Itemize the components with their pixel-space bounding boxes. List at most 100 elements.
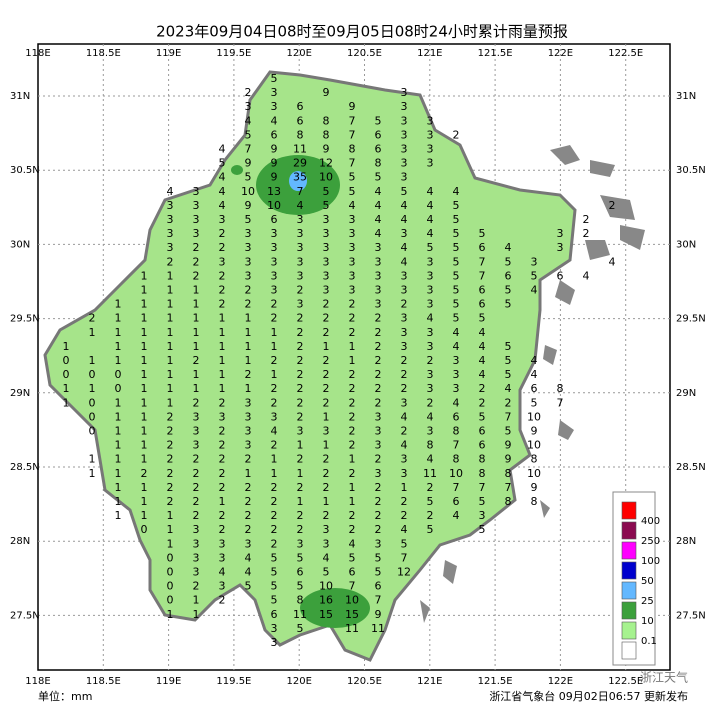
rain-value: 5	[401, 185, 408, 198]
rain-value: 4	[453, 185, 460, 198]
title: 2023年09月04日08时至09月05日08时24小时累计雨量预报	[156, 23, 568, 41]
lon-label: 121E	[417, 676, 442, 687]
legend-swatch	[621, 601, 637, 620]
rain-value: 2	[219, 594, 226, 607]
rain-value: 2	[271, 481, 278, 494]
rain-value: 9	[531, 425, 538, 438]
rain-value: 3	[297, 227, 304, 240]
rain-value: 5	[245, 213, 252, 226]
lat-label: 30N	[676, 239, 696, 250]
rain-value: 0	[141, 523, 148, 536]
rain-value: 4	[245, 114, 252, 127]
rain-value: 5	[505, 284, 512, 297]
rain-value: 1	[141, 354, 148, 367]
rain-value: 1	[193, 312, 200, 325]
lat-label: 30.5N	[10, 165, 40, 176]
rain-value: 3	[375, 439, 382, 452]
rain-value: 1	[271, 467, 278, 480]
rain-value: 3	[375, 269, 382, 282]
rain-value: 10	[267, 199, 281, 212]
rain-value: 4	[453, 326, 460, 339]
rain-value: 0	[89, 368, 96, 381]
lat-label: 27.5N	[10, 610, 40, 621]
legend: 400 250 100 50 25 10 0.1	[612, 491, 660, 666]
rain-value: 0	[167, 594, 174, 607]
rain-value: 1	[141, 368, 148, 381]
rain-value: 8	[531, 495, 538, 508]
rain-value: 3	[271, 227, 278, 240]
rain-value: 5	[375, 551, 382, 564]
rain-value: 2	[219, 284, 226, 297]
rain-value: 0	[115, 368, 122, 381]
rain-value: 4	[479, 326, 486, 339]
lat-label: 30.5N	[676, 165, 706, 176]
rain-value: 2	[375, 396, 382, 409]
rain-value: 2	[323, 368, 330, 381]
rain-value: 4	[219, 185, 226, 198]
rain-value: 5	[453, 269, 460, 282]
rain-value: 3	[401, 396, 408, 409]
rain-value: 10	[241, 185, 255, 198]
rain-value: 12	[319, 157, 333, 170]
rain-value: 4	[427, 213, 434, 226]
rain-value: 2	[401, 382, 408, 395]
rain-value: 2	[349, 396, 356, 409]
rain-value: 10	[319, 171, 333, 184]
lon-label: 118.5E	[86, 48, 121, 59]
rain-value: 3	[193, 410, 200, 423]
rain-value: 4	[375, 185, 382, 198]
legend-swatch	[621, 501, 637, 520]
rain-value: 2	[323, 312, 330, 325]
rain-value: 2	[271, 354, 278, 367]
rain-value: 3	[401, 312, 408, 325]
rain-value: 1	[115, 509, 122, 522]
legend-swatch	[621, 641, 637, 660]
rain-value: 3	[557, 241, 564, 254]
rain-value: 2	[349, 410, 356, 423]
rain-value: 8	[505, 495, 512, 508]
rain-value: 2	[349, 312, 356, 325]
rain-value: 3	[349, 213, 356, 226]
rain-value: 3	[219, 551, 226, 564]
rain-value: 1	[349, 495, 356, 508]
rain-value: 1	[271, 340, 278, 353]
lat-label: 29N	[676, 388, 696, 399]
rain-value: 3	[297, 425, 304, 438]
rain-value: 3	[427, 114, 434, 127]
rain-value: 7	[505, 481, 512, 494]
legend-label: 0.1	[641, 636, 657, 647]
rain-value: 6	[453, 410, 460, 423]
lon-label: 119E	[156, 676, 181, 687]
rain-value: 2	[219, 425, 226, 438]
lon-label: 121E	[417, 48, 442, 59]
rain-value: 8	[349, 143, 356, 156]
rain-value: 2	[349, 425, 356, 438]
rain-value: 11	[293, 143, 307, 156]
rain-value: 7	[479, 481, 486, 494]
rain-value: 3	[245, 439, 252, 452]
rain-value: 1	[245, 467, 252, 480]
rain-value: 3	[193, 566, 200, 579]
rain-value: 2	[401, 368, 408, 381]
rain-value: 3	[167, 199, 174, 212]
rain-value: 3	[297, 241, 304, 254]
rain-value: 3	[401, 114, 408, 127]
lon-label: 122E	[548, 676, 573, 687]
lat-label: 28N	[676, 536, 696, 547]
rain-value: 2	[375, 326, 382, 339]
rain-value: 5	[271, 72, 278, 85]
rain-value: 5	[479, 495, 486, 508]
rain-value: 7	[349, 128, 356, 141]
rain-value: 5	[349, 185, 356, 198]
rain-value: 6	[375, 580, 382, 593]
rain-value: 5	[297, 622, 304, 635]
rain-value: 5	[375, 566, 382, 579]
lat-label: 31N	[10, 91, 30, 102]
rain-value: 1	[141, 326, 148, 339]
rain-value: 1	[349, 453, 356, 466]
rain-value: 1	[349, 354, 356, 367]
rain-value: 1	[141, 509, 148, 522]
rain-value: 3	[323, 523, 330, 536]
rain-value: 5	[505, 340, 512, 353]
rain-value: 1	[141, 298, 148, 311]
